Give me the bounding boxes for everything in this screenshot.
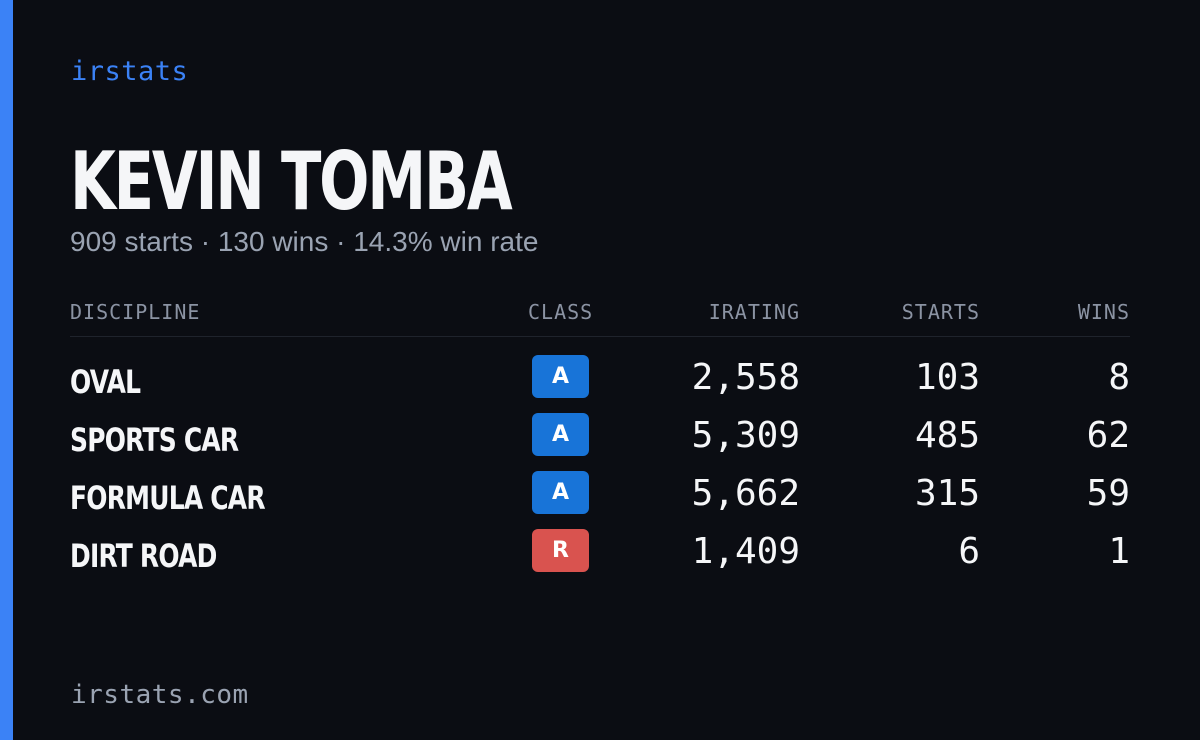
table-row: FORMULA CAR A 5,662 315 59 — [70, 469, 1130, 527]
starts-value: 6 — [958, 531, 980, 572]
table-row: DIRT ROAD R 1,409 6 1 — [70, 527, 1130, 585]
starts-value: 485 — [914, 415, 980, 456]
starts-value: 315 — [914, 473, 980, 514]
discipline-label: DIRT ROAD — [70, 537, 217, 575]
license-class-badge: A — [532, 413, 589, 456]
license-class-badge: A — [532, 355, 589, 398]
column-header-wins: WINS — [1077, 300, 1130, 324]
column-header-starts: STARTS — [901, 300, 980, 324]
stats-table: DISCIPLINE CLASS IRATING STARTS WINS OVA… — [70, 296, 1130, 585]
irating-value: 2,558 — [691, 357, 800, 398]
brand-logo-text: irstats — [71, 56, 189, 87]
discipline-label: FORMULA CAR — [70, 479, 266, 517]
column-header-class: CLASS — [528, 300, 594, 324]
wins-value: 59 — [1086, 473, 1130, 514]
license-class-badge: A — [532, 471, 589, 514]
table-row: OVAL A 2,558 103 8 — [70, 353, 1130, 411]
column-header-discipline: DISCIPLINE — [70, 300, 201, 324]
license-class-badge: R — [532, 529, 589, 572]
wins-value: 62 — [1086, 415, 1130, 456]
wins-value: 8 — [1108, 357, 1130, 398]
table-header: DISCIPLINE CLASS IRATING STARTS WINS — [70, 296, 1130, 337]
footer-site-link[interactable]: irstats.com — [71, 680, 249, 710]
discipline-label: OVAL — [70, 363, 141, 401]
driver-name: KEVIN TOMBA — [70, 135, 513, 228]
starts-value: 103 — [914, 357, 980, 398]
column-header-irating: IRATING — [708, 300, 800, 324]
table-body: OVAL A 2,558 103 8 SPORTS CAR A 5,309 48… — [70, 353, 1130, 585]
wins-value: 1 — [1108, 531, 1130, 572]
discipline-label: SPORTS CAR — [70, 421, 239, 459]
irating-value: 5,309 — [691, 415, 800, 456]
driver-summary: 909 starts · 130 wins · 14.3% win rate — [70, 226, 539, 257]
table-row: SPORTS CAR A 5,309 485 62 — [70, 411, 1130, 469]
accent-bar — [0, 0, 13, 740]
irating-value: 1,409 — [691, 531, 800, 572]
irating-value: 5,662 — [691, 473, 800, 514]
